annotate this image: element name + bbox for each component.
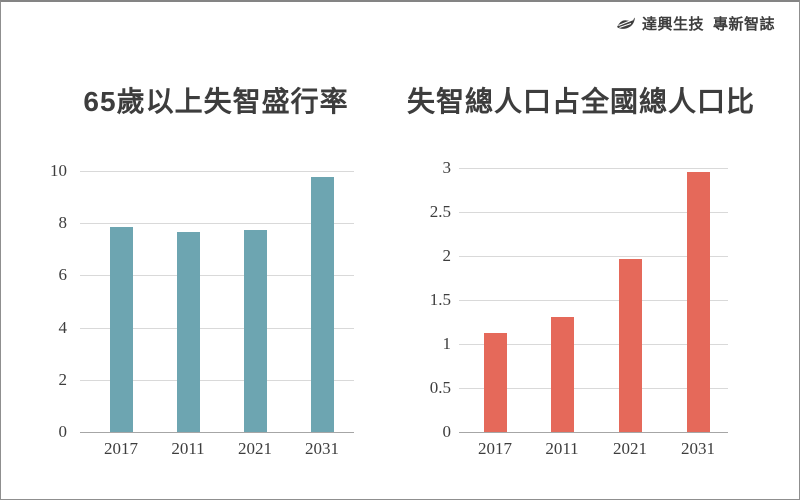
y-tick-label: 2 — [58, 370, 68, 389]
x-tick-label: 2017 — [104, 439, 138, 458]
gridline — [459, 168, 728, 169]
y-tick-label: 2.5 — [429, 202, 451, 221]
gridline — [80, 328, 354, 329]
x-tick-label: 2017 — [478, 439, 512, 458]
bar-2021 — [243, 229, 267, 432]
x-axis-line — [459, 432, 728, 433]
gridline — [459, 212, 728, 213]
gridline — [80, 171, 354, 172]
x-tick-label: 2031 — [305, 439, 339, 458]
x-tick-label: 2031 — [681, 439, 715, 458]
bar-2011 — [176, 231, 200, 432]
logo-publication-text: 專新智誌 — [712, 16, 775, 33]
y-tick-label: 8 — [58, 213, 68, 232]
y-tick-label: 6 — [58, 265, 68, 284]
x-tick-label: 2011 — [545, 439, 579, 458]
x-tick-label: 2021 — [238, 439, 272, 458]
y-tick-label: 3 — [442, 158, 452, 177]
gridline — [80, 223, 354, 224]
gridline — [80, 275, 354, 276]
bar-2017 — [109, 227, 133, 432]
y-tick-label: 2 — [442, 246, 452, 265]
gridline — [459, 344, 728, 345]
right-chart-title: 失智總人口占全國總人口比 — [406, 86, 755, 117]
bar-2011 — [550, 316, 574, 432]
y-tick-label: 10 — [50, 161, 67, 180]
y-tick-label: 4 — [58, 318, 68, 337]
y-tick-label: 0 — [442, 422, 452, 441]
gridline — [459, 300, 728, 301]
y-tick-label: 0.5 — [429, 378, 451, 397]
y-tick-label: 0 — [58, 422, 68, 441]
bar-2021 — [618, 258, 642, 432]
bar-2031 — [686, 172, 710, 432]
gridline — [459, 388, 728, 389]
gridline — [459, 256, 728, 257]
bar-2017 — [483, 332, 507, 432]
gridline — [80, 380, 354, 381]
left-chart-title: 65歲以上失智盛行率 — [83, 86, 349, 117]
x-axis-line — [80, 432, 354, 433]
y-tick-label: 1.5 — [429, 290, 451, 309]
bar-2031 — [310, 177, 334, 432]
x-tick-label: 2011 — [171, 439, 205, 458]
hand-leaf-logo-icon — [615, 14, 637, 34]
y-tick-label: 1 — [442, 334, 452, 353]
logo: 達興生技 專新智誌 — [615, 13, 775, 34]
logo-company-text: 達興生技 — [641, 16, 704, 33]
x-tick-label: 2021 — [613, 439, 647, 458]
